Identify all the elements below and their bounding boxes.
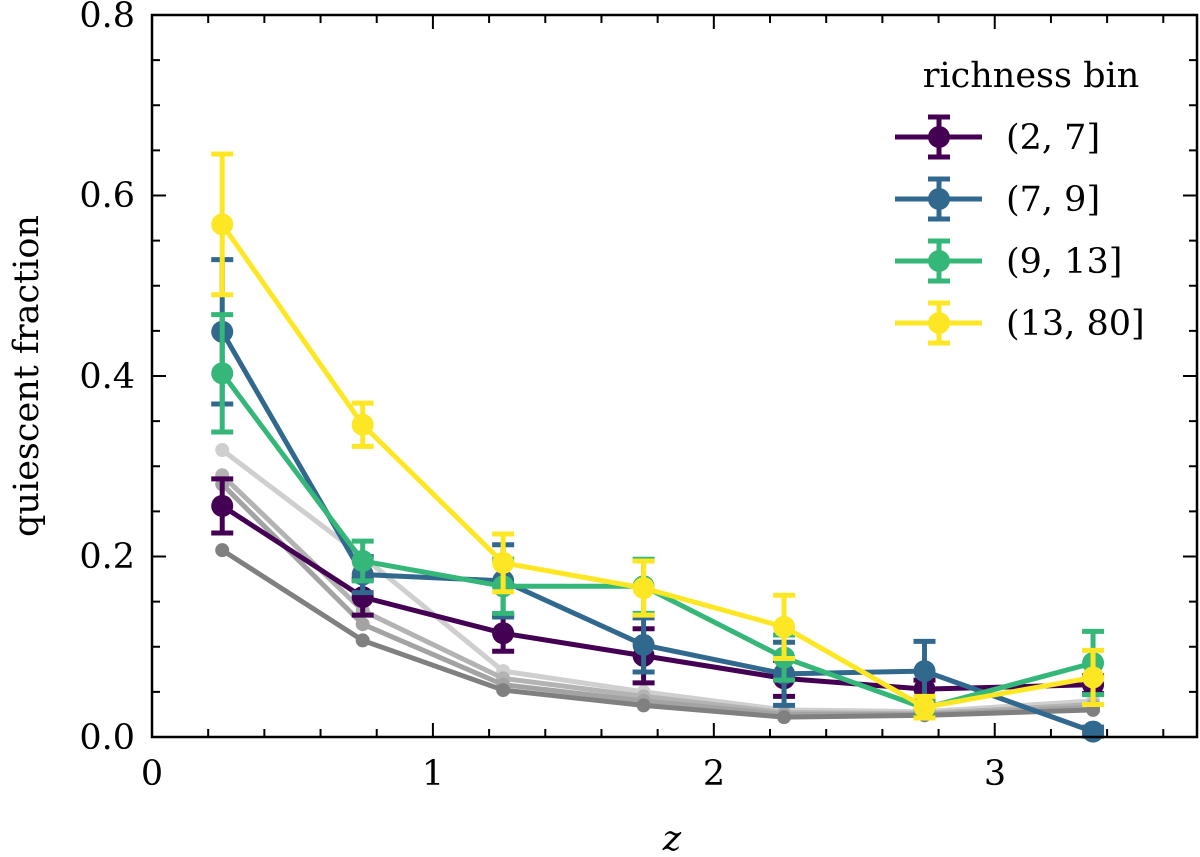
y-tick-label-4: 0.8: [79, 0, 135, 36]
series-line: [220, 330, 1094, 734]
y-tick-label-1: 0.2: [79, 537, 135, 577]
data-point: [211, 362, 234, 385]
background-series-point: [355, 617, 370, 632]
plot-frame: [150, 13, 1199, 739]
data-point: [913, 660, 936, 683]
background-series: [215, 443, 1101, 725]
series-1: [211, 257, 1105, 743]
legend-title: richness bin: [923, 56, 1140, 96]
data-point: [1082, 720, 1105, 743]
data-point: [351, 550, 374, 573]
x-tick-label-0: 0: [141, 754, 163, 794]
data-point: [211, 494, 234, 517]
data-point: [492, 551, 515, 574]
background-series-point: [777, 710, 792, 725]
data-point: [773, 615, 796, 638]
data-point: [1082, 666, 1105, 689]
legend: richness bin (2, 7] (7, 9] (9, 13] (13, …: [895, 56, 1145, 346]
data-point: [351, 413, 374, 436]
background-series-point: [355, 633, 370, 648]
x-axis-label: z: [662, 819, 682, 857]
legend-marker: [928, 312, 950, 334]
data-point: [492, 622, 515, 645]
legend-marker: [928, 250, 950, 272]
background-series-point: [496, 683, 511, 698]
data-point: [913, 696, 936, 719]
legend-marker: [928, 188, 950, 210]
data-point: [632, 577, 655, 600]
y-tick-label-0: 0.0: [79, 718, 135, 758]
x-tick-label-1: 1: [422, 754, 444, 794]
series-group: [211, 151, 1105, 743]
legend-label-0: (2, 7]: [1006, 118, 1100, 158]
background-series-point: [215, 443, 230, 458]
y-tick-label-3: 0.6: [79, 176, 135, 216]
data-point: [211, 213, 234, 236]
x-tick-label-3: 3: [984, 754, 1006, 794]
data-point: [632, 633, 655, 656]
series-3: [211, 151, 1105, 721]
legend-label-2: (9, 13]: [1006, 242, 1122, 282]
y-axis-label: quiescent fraction: [7, 215, 47, 537]
y-tick-label-2: 0.4: [79, 357, 135, 397]
legend-label-3: (13, 80]: [1006, 304, 1145, 344]
legend-marker: [928, 126, 950, 148]
background-series-point: [636, 698, 651, 713]
background-series-point: [215, 543, 230, 558]
x-tick-label-2: 2: [703, 754, 725, 794]
legend-label-1: (7, 9]: [1006, 180, 1100, 220]
